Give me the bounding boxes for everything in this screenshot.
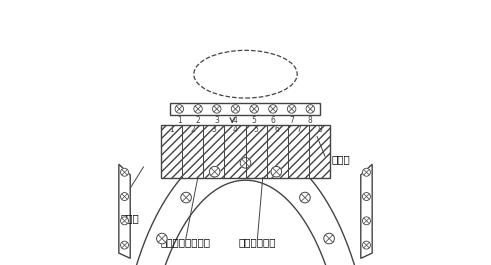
Text: 4: 4 bbox=[233, 116, 238, 125]
Circle shape bbox=[362, 193, 370, 201]
Text: 8: 8 bbox=[317, 125, 322, 134]
Circle shape bbox=[269, 105, 277, 113]
Circle shape bbox=[362, 168, 370, 176]
Text: 鼠笼式阻尼屏蔽层: 鼠笼式阻尼屏蔽层 bbox=[161, 237, 211, 248]
Circle shape bbox=[181, 192, 191, 203]
Text: 导磁环: 导磁环 bbox=[331, 154, 351, 164]
Text: 2: 2 bbox=[190, 125, 195, 134]
Circle shape bbox=[175, 105, 184, 113]
Circle shape bbox=[300, 192, 310, 203]
Circle shape bbox=[250, 105, 258, 113]
Text: 7: 7 bbox=[296, 125, 301, 134]
Text: 8: 8 bbox=[308, 116, 313, 125]
Circle shape bbox=[324, 233, 334, 244]
Circle shape bbox=[287, 105, 296, 113]
Circle shape bbox=[362, 241, 370, 249]
Text: 6: 6 bbox=[275, 125, 280, 134]
Bar bbox=[161, 125, 330, 178]
Circle shape bbox=[271, 166, 282, 177]
Text: 4: 4 bbox=[232, 125, 237, 134]
Text: 3: 3 bbox=[211, 125, 216, 134]
Circle shape bbox=[121, 241, 129, 249]
Text: 导磁桥: 导磁桥 bbox=[121, 214, 140, 224]
Circle shape bbox=[121, 168, 129, 176]
Circle shape bbox=[121, 193, 129, 201]
Text: 6: 6 bbox=[271, 116, 275, 125]
Circle shape bbox=[213, 105, 221, 113]
Circle shape bbox=[306, 105, 315, 113]
Text: 1: 1 bbox=[169, 125, 174, 134]
Text: 极鼿式导磁块: 极鼿式导磁块 bbox=[239, 237, 276, 248]
Text: 5: 5 bbox=[252, 116, 257, 125]
Text: 3: 3 bbox=[215, 116, 219, 125]
Circle shape bbox=[362, 217, 370, 225]
Text: 7: 7 bbox=[289, 116, 294, 125]
Circle shape bbox=[194, 105, 202, 113]
Text: 5: 5 bbox=[254, 125, 259, 134]
Circle shape bbox=[121, 217, 129, 225]
Circle shape bbox=[209, 166, 220, 177]
Circle shape bbox=[240, 158, 251, 168]
Circle shape bbox=[157, 233, 167, 244]
Circle shape bbox=[231, 105, 240, 113]
Text: 2: 2 bbox=[196, 116, 200, 125]
Text: 1: 1 bbox=[177, 116, 182, 125]
Bar bbox=[170, 103, 320, 115]
